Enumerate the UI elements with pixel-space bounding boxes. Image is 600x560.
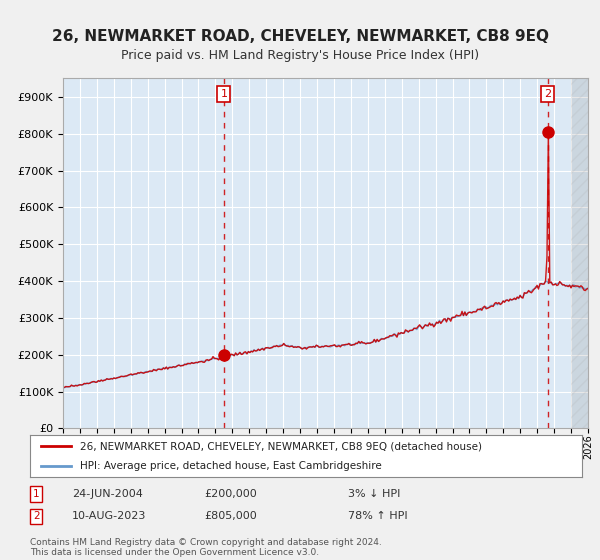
Text: 78% ↑ HPI: 78% ↑ HPI: [348, 511, 407, 521]
Text: 24-JUN-2004: 24-JUN-2004: [72, 489, 143, 499]
Text: Price paid vs. HM Land Registry's House Price Index (HPI): Price paid vs. HM Land Registry's House …: [121, 49, 479, 63]
Text: 10-AUG-2023: 10-AUG-2023: [72, 511, 146, 521]
Text: 1: 1: [33, 489, 40, 499]
Text: 26, NEWMARKET ROAD, CHEVELEY, NEWMARKET, CB8 9EQ: 26, NEWMARKET ROAD, CHEVELEY, NEWMARKET,…: [52, 29, 548, 44]
Text: 1: 1: [220, 89, 227, 99]
Text: £805,000: £805,000: [204, 511, 257, 521]
Text: 2: 2: [33, 511, 40, 521]
Text: 26, NEWMARKET ROAD, CHEVELEY, NEWMARKET, CB8 9EQ (detached house): 26, NEWMARKET ROAD, CHEVELEY, NEWMARKET,…: [80, 441, 482, 451]
Text: 2: 2: [544, 89, 551, 99]
Text: Contains HM Land Registry data © Crown copyright and database right 2024.
This d: Contains HM Land Registry data © Crown c…: [30, 538, 382, 557]
Text: HPI: Average price, detached house, East Cambridgeshire: HPI: Average price, detached house, East…: [80, 461, 382, 471]
Text: 3% ↓ HPI: 3% ↓ HPI: [348, 489, 400, 499]
Text: £200,000: £200,000: [204, 489, 257, 499]
